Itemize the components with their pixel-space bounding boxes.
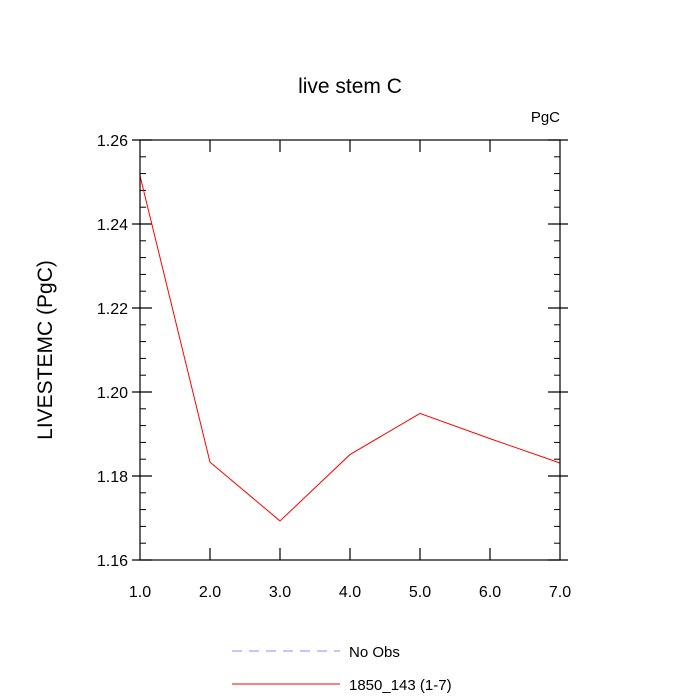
- y-tick-label: 1.22: [97, 301, 128, 318]
- x-tick-label: 1.0: [129, 584, 151, 601]
- legend: No Obs 1850_143 (1-7): [232, 644, 452, 694]
- x-tick-labels: 1.0 2.0 3.0 4.0 5.0 6.0 7.0: [129, 584, 571, 601]
- plot-frame: [139, 139, 561, 561]
- legend-label-no-obs: No Obs: [349, 644, 400, 661]
- y-tick-label: 1.20: [97, 385, 128, 402]
- legend-label-series: 1850_143 (1-7): [349, 677, 452, 694]
- x-tick-label: 2.0: [199, 584, 221, 601]
- series-line-0: [139, 175, 561, 522]
- y-tick-label: 1.26: [97, 133, 128, 150]
- minor-ticks: [140, 156, 560, 544]
- units-label: PgC: [531, 109, 560, 126]
- y-axis-label: LIVESTEMC (PgC): [34, 260, 57, 440]
- y-tick-label: 1.24: [97, 217, 128, 234]
- x-tick-label: 4.0: [339, 584, 361, 601]
- x-tick-label: 5.0: [409, 584, 431, 601]
- series-group: [139, 175, 561, 522]
- y-tick-labels: 1.16 1.18 1.20 1.22 1.24 1.26: [97, 133, 128, 570]
- y-tick-label: 1.18: [97, 469, 128, 486]
- major-ticks: [132, 139, 568, 561]
- chart-title: live stem C: [298, 75, 402, 98]
- x-tick-label: 7.0: [549, 584, 571, 601]
- x-tick-label: 6.0: [479, 584, 501, 601]
- x-tick-label: 3.0: [269, 584, 291, 601]
- y-tick-label: 1.16: [97, 553, 128, 570]
